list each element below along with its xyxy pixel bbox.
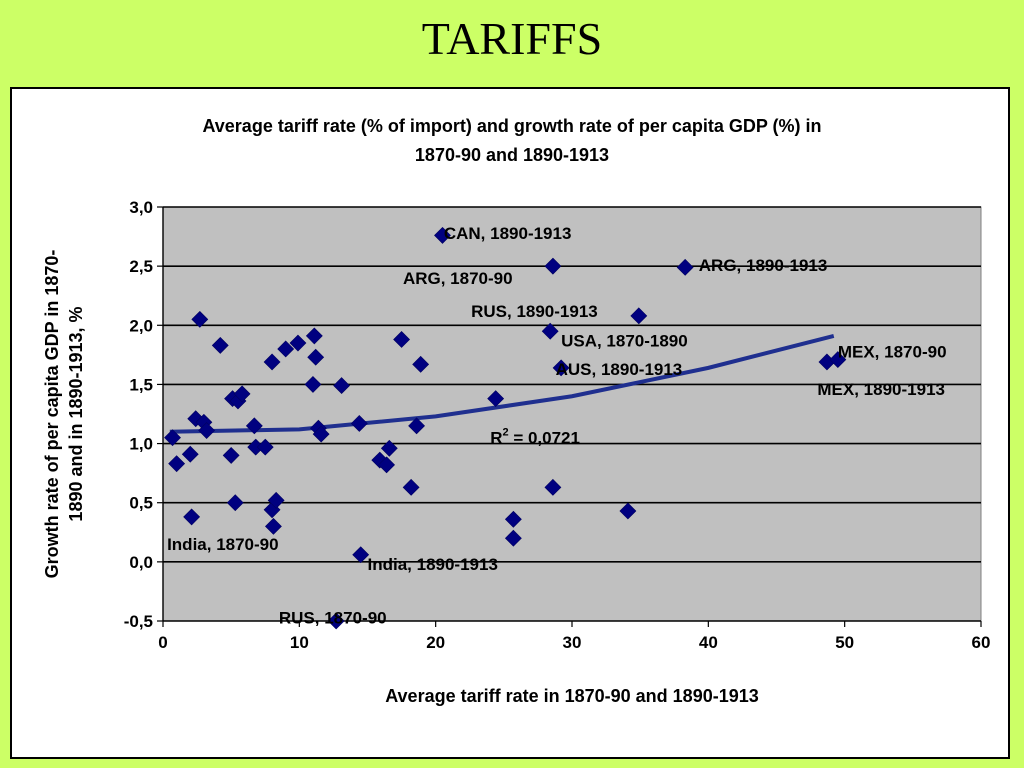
data-point-marker xyxy=(380,439,398,457)
data-point-marker xyxy=(245,417,263,435)
data-point-marker xyxy=(304,376,322,393)
data-point-marker xyxy=(541,322,559,340)
data-point-marker xyxy=(312,425,330,443)
y-axis-title: Growth rate of per capita GDP in 1870- 1… xyxy=(42,250,86,579)
y-axis-ticks: -0,5 0,0 0,5 1,0 1,5 2,0 2,5 3,0 xyxy=(124,198,163,631)
r2-base: R xyxy=(490,429,502,448)
data-point-marker xyxy=(265,517,282,535)
data-point-marker xyxy=(352,546,370,564)
data-point-marker xyxy=(267,491,285,509)
data-point-marker xyxy=(168,455,186,473)
data-point-marker xyxy=(434,226,451,244)
point-annotation: ARG, 1890-1913 xyxy=(699,256,828,275)
y-tick-label: 0,5 xyxy=(129,494,153,513)
y-tick-label: 1,5 xyxy=(129,375,153,394)
data-point-marker xyxy=(504,529,522,547)
x-tick-label: 60 xyxy=(972,633,991,652)
y-tick-label: 2,0 xyxy=(129,316,153,335)
point-annotation: RUS, 1890-1913 xyxy=(471,302,598,321)
x-axis-title: Average tariff rate in 1870-90 and 1890-… xyxy=(385,686,759,706)
data-point-marker xyxy=(829,351,847,369)
data-point-marker xyxy=(256,438,274,456)
data-point-marker xyxy=(619,502,637,520)
point-annotations: CAN, 1890-1913 ARG, 1870-90 ARG, 1890-1913… xyxy=(167,224,946,627)
y-tick-label: 0,0 xyxy=(129,553,153,572)
data-point-marker xyxy=(289,334,307,352)
data-point-marker xyxy=(327,612,345,630)
x-tick-label: 20 xyxy=(426,633,445,652)
data-point-marker xyxy=(544,478,562,496)
point-annotation: India, 1870-90 xyxy=(167,535,279,554)
x-tick-label: 30 xyxy=(563,633,582,652)
x-tick-label: 40 xyxy=(699,633,718,652)
x-tick-label: 10 xyxy=(290,633,309,652)
data-point-marker xyxy=(412,355,430,373)
scatter-chart: Average tariff rate (% of import) and gr… xyxy=(42,116,990,706)
y-tick-label: 2,5 xyxy=(129,257,153,276)
r2-value: = 0,0721 xyxy=(509,429,580,448)
data-point-marker xyxy=(350,415,368,432)
chart-title: Average tariff rate (% of import) and gr… xyxy=(202,116,821,165)
point-annotation: AUS, 1890-1913 xyxy=(556,360,683,379)
r2-superscript: 2 xyxy=(502,427,508,439)
point-annotation: ARG, 1870-90 xyxy=(403,269,513,288)
plot-area xyxy=(162,206,982,622)
x-tick-label: 0 xyxy=(158,633,167,652)
y-axis-title-line-2: 1890 and in 1890-1913, % xyxy=(66,306,86,521)
point-annotation: CAN, 1890-1913 xyxy=(444,224,572,243)
data-point-marker xyxy=(233,385,251,403)
data-point-marker xyxy=(333,377,351,395)
data-point-marker xyxy=(222,446,240,464)
data-point-marker xyxy=(191,310,209,328)
y-tick-label: 3,0 xyxy=(129,198,153,217)
data-point-marker xyxy=(378,456,396,474)
data-point-marker xyxy=(198,422,216,439)
point-annotation: USA, 1870-1890 xyxy=(561,332,688,351)
data-point-marker xyxy=(181,445,199,463)
data-point-marker xyxy=(263,353,281,371)
data-point-marker xyxy=(630,307,648,325)
x-tick-label: 50 xyxy=(835,633,854,652)
chart-title-line-1: Average tariff rate (% of import) and gr… xyxy=(202,116,821,136)
data-point-marker xyxy=(211,336,229,354)
data-point-marker xyxy=(544,257,562,275)
data-point-marker xyxy=(676,258,694,276)
r-squared-label: R2 = 0,0721 xyxy=(490,427,580,448)
data-point-marker xyxy=(277,340,295,358)
y-axis-title-line-1: Growth rate of per capita GDP in 1870- xyxy=(42,250,62,579)
data-point-marker xyxy=(552,359,570,377)
y-tick-label: -0,5 xyxy=(124,612,153,631)
chart-frame: Average tariff rate (% of import) and gr… xyxy=(10,87,1010,759)
data-points xyxy=(164,226,847,630)
chart-title-line-2: 1870-90 and 1890-1913 xyxy=(415,145,609,165)
data-point-marker xyxy=(408,417,426,435)
data-point-marker xyxy=(307,348,325,366)
point-annotation: MEX, 1890-1913 xyxy=(817,380,945,399)
x-axis-ticks: 0 10 20 30 40 50 60 xyxy=(158,621,990,652)
point-annotation: RUS, 1870-90 xyxy=(279,608,387,627)
data-point-marker xyxy=(487,390,505,408)
point-annotation: MEX, 1870-90 xyxy=(838,342,947,361)
data-point-marker xyxy=(305,327,323,345)
slide-title: TARIFFS xyxy=(421,13,603,64)
point-annotation: India, 1890-1913 xyxy=(368,555,498,574)
data-point-marker xyxy=(183,508,201,526)
data-point-marker xyxy=(226,494,244,512)
data-point-marker xyxy=(402,478,420,496)
data-point-marker xyxy=(164,429,181,447)
data-point-marker xyxy=(393,331,411,348)
trendline xyxy=(169,333,835,434)
data-point-marker xyxy=(504,510,522,528)
y-tick-label: 1,0 xyxy=(129,435,153,454)
